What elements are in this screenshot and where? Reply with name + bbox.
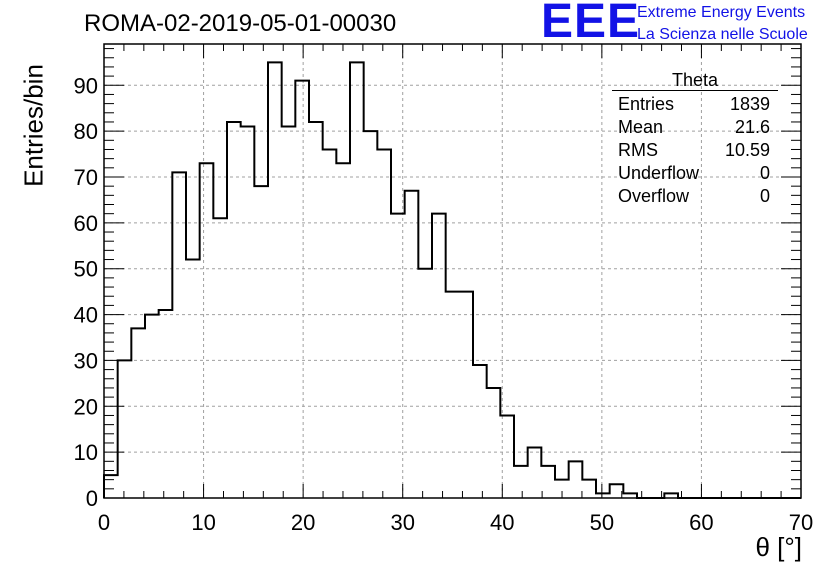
histogram-bin: [582, 480, 596, 498]
histogram-bin: [309, 122, 323, 498]
y-tick-label: 10: [74, 440, 98, 465]
y-tick-label: 20: [74, 394, 98, 419]
histogram-bin: [186, 260, 200, 498]
histogram-bin: [446, 292, 460, 498]
histogram-bin: [350, 62, 364, 498]
histogram-bin: [459, 292, 473, 498]
stats-row-rms: RMS 10.59: [618, 140, 770, 160]
y-tick-label: 0: [86, 486, 98, 511]
histogram-bin: [241, 127, 255, 498]
histogram-bin: [569, 461, 583, 498]
histogram-bin: [473, 365, 487, 498]
histogram-bin: [227, 122, 241, 498]
y-tick-label: 60: [74, 211, 98, 236]
histogram-bin: [295, 81, 309, 498]
histogram-bin: [200, 163, 214, 498]
histogram-bin: [159, 310, 173, 498]
histogram-bin: [432, 214, 446, 498]
plot-frame: [103, 43, 802, 499]
y-tick-label: 50: [74, 257, 98, 282]
logo-tagline-1: Extreme Energy Events: [637, 4, 806, 21]
x-tick-label: 10: [191, 510, 215, 535]
stats-row-underflow: Underflow 0: [618, 163, 770, 183]
x-tick-label: 50: [590, 510, 614, 535]
stats-divider: [612, 90, 778, 91]
histogram-bin: [336, 163, 350, 498]
x-tick-label: 0: [98, 510, 110, 535]
histogram-bin: [487, 388, 501, 498]
logo-tagline-2: La Scienza nelle Scuole: [637, 26, 808, 43]
histogram-bin: [541, 466, 555, 498]
x-tick-label: 60: [689, 510, 713, 535]
histogram-bin: [377, 149, 391, 498]
histogram-bin: [282, 127, 296, 498]
x-tick-label: 30: [390, 510, 414, 535]
histogram-bin: [418, 269, 432, 498]
x-tick-label: 40: [490, 510, 514, 535]
histogram-bin: [172, 172, 186, 498]
histogram-bin: [213, 218, 227, 498]
y-tick-label: 70: [74, 165, 98, 190]
histogram-bin: [268, 62, 282, 498]
stats-title: Theta: [671, 70, 719, 90]
stats-row-overflow: Overflow 0: [618, 186, 770, 206]
y-tick-label: 30: [74, 348, 98, 373]
histogram-bin: [104, 475, 118, 498]
y-tick-label: 80: [74, 119, 98, 144]
histogram-bin: [254, 186, 268, 498]
histogram-bin: [131, 328, 145, 498]
eee-logo: EEE: [541, 0, 641, 48]
plot-title: ROMA-02-2019-05-01-00030: [84, 10, 397, 37]
x-tick-label: 20: [291, 510, 315, 535]
stats-row-entries: Entries 1839: [618, 94, 770, 114]
histogram-bin: [323, 149, 337, 498]
stats-row-mean: Mean 21.6: [618, 117, 770, 137]
histogram-bin: [528, 448, 542, 498]
histogram-bin: [514, 466, 528, 498]
histogram-bin: [118, 360, 132, 498]
y-tick-label: 90: [74, 73, 98, 98]
stats-box: Theta Entries 1839 Mean 21.6 RMS 10.59 Unde…: [612, 70, 778, 208]
y-tick-label: 40: [74, 303, 98, 328]
x-axis-label: θ [°]: [755, 532, 802, 562]
x-tick-label: 70: [789, 510, 813, 535]
histogram-outline: [103, 61, 801, 499]
